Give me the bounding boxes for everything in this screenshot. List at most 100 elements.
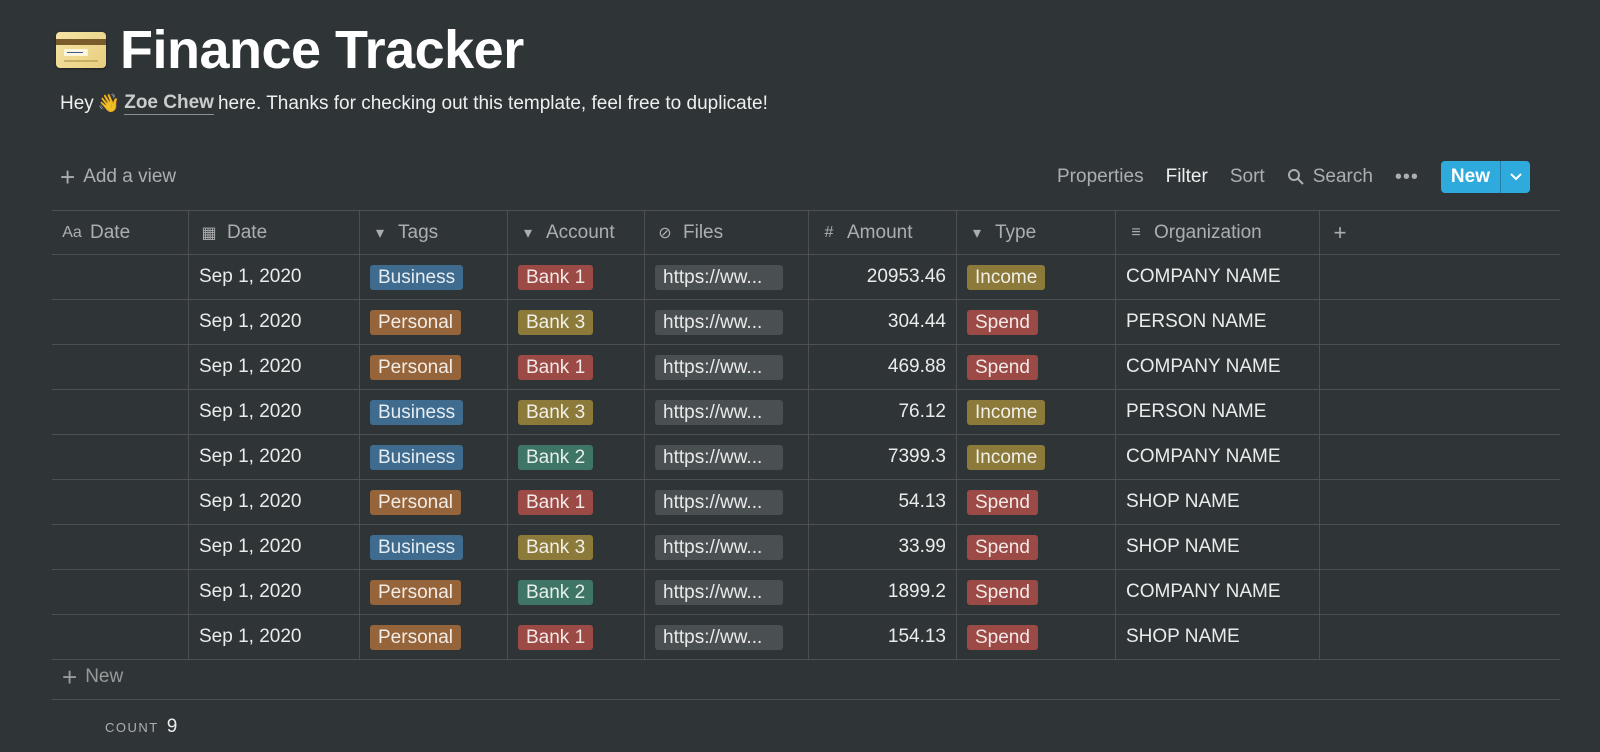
- column-header-tags[interactable]: ▾ Tags: [360, 211, 508, 254]
- filter-button[interactable]: Filter: [1165, 166, 1208, 187]
- file-cell[interactable]: https://ww...: [645, 570, 809, 614]
- account-cell[interactable]: Bank 3: [508, 390, 645, 434]
- organization-cell[interactable]: PERSON NAME: [1116, 390, 1320, 434]
- new-record-button[interactable]: New: [1440, 161, 1530, 193]
- empty-cell[interactable]: [1320, 570, 1560, 614]
- column-header-files[interactable]: ⊘ Files: [645, 211, 809, 254]
- column-header-date[interactable]: ▦ Date: [189, 211, 360, 254]
- empty-cell[interactable]: [1320, 390, 1560, 434]
- table-row[interactable]: Sep 1, 2020 Business Bank 2 https://ww... 73…: [52, 435, 1560, 480]
- name-cell[interactable]: [52, 300, 189, 344]
- type-cell[interactable]: Spend: [957, 525, 1116, 569]
- type-cell[interactable]: Spend: [957, 570, 1116, 614]
- file-cell[interactable]: https://ww...: [645, 525, 809, 569]
- sort-button[interactable]: Sort: [1229, 166, 1265, 187]
- tag-cell[interactable]: Personal: [360, 300, 508, 344]
- add-row-button[interactable]: + New: [52, 655, 1560, 700]
- name-cell[interactable]: [52, 390, 189, 434]
- name-cell[interactable]: [52, 435, 189, 479]
- date-cell[interactable]: Sep 1, 2020: [189, 390, 360, 434]
- column-header-account[interactable]: ▾ Account: [508, 211, 645, 254]
- type-cell[interactable]: Spend: [957, 300, 1116, 344]
- empty-cell[interactable]: [1320, 615, 1560, 659]
- organization-cell[interactable]: PERSON NAME: [1116, 300, 1320, 344]
- type-cell[interactable]: Spend: [957, 615, 1116, 659]
- file-cell[interactable]: https://ww...: [645, 435, 809, 479]
- organization-cell[interactable]: COMPANY NAME: [1116, 435, 1320, 479]
- account-cell[interactable]: Bank 3: [508, 300, 645, 344]
- new-button-label[interactable]: New: [1450, 166, 1490, 187]
- account-cell[interactable]: Bank 2: [508, 570, 645, 614]
- tag-cell[interactable]: Personal: [360, 480, 508, 524]
- empty-cell[interactable]: [1320, 300, 1560, 344]
- tag-cell[interactable]: Business: [360, 255, 508, 299]
- file-cell[interactable]: https://ww...: [645, 300, 809, 344]
- column-header-organization[interactable]: ≡ Organization: [1116, 211, 1320, 254]
- date-cell[interactable]: Sep 1, 2020: [189, 255, 360, 299]
- file-cell[interactable]: https://ww...: [645, 615, 809, 659]
- account-cell[interactable]: Bank 1: [508, 480, 645, 524]
- tag-cell[interactable]: Personal: [360, 345, 508, 389]
- tag-cell[interactable]: Personal: [360, 615, 508, 659]
- table-row[interactable]: Sep 1, 2020 Personal Bank 3 https://ww... 30…: [52, 300, 1560, 345]
- tag-cell[interactable]: Business: [360, 525, 508, 569]
- empty-cell[interactable]: [1320, 345, 1560, 389]
- account-cell[interactable]: Bank 3: [508, 525, 645, 569]
- amount-cell[interactable]: 20953.46: [809, 255, 957, 299]
- table-row[interactable]: Sep 1, 2020 Business Bank 3 https://ww... 76…: [52, 390, 1560, 435]
- table-row[interactable]: Sep 1, 2020 Personal Bank 2 https://ww... 18…: [52, 570, 1560, 615]
- date-cell[interactable]: Sep 1, 2020: [189, 300, 360, 344]
- add-view-button[interactable]: + Add a view: [52, 164, 176, 190]
- name-cell[interactable]: [52, 480, 189, 524]
- date-cell[interactable]: Sep 1, 2020: [189, 615, 360, 659]
- file-cell[interactable]: https://ww...: [645, 345, 809, 389]
- date-cell[interactable]: Sep 1, 2020: [189, 345, 360, 389]
- file-cell[interactable]: https://ww...: [645, 480, 809, 524]
- date-cell[interactable]: Sep 1, 2020: [189, 435, 360, 479]
- amount-cell[interactable]: 1899.2: [809, 570, 957, 614]
- user-mention[interactable]: Zoe Chew: [124, 92, 214, 115]
- table-row[interactable]: Sep 1, 2020 Business Bank 1 https://ww... 20…: [52, 255, 1560, 300]
- account-cell[interactable]: Bank 1: [508, 255, 645, 299]
- empty-cell[interactable]: [1320, 255, 1560, 299]
- account-cell[interactable]: Bank 2: [508, 435, 645, 479]
- file-cell[interactable]: https://ww...: [645, 390, 809, 434]
- amount-cell[interactable]: 469.88: [809, 345, 957, 389]
- organization-cell[interactable]: COMPANY NAME: [1116, 570, 1320, 614]
- amount-cell[interactable]: 154.13: [809, 615, 957, 659]
- organization-cell[interactable]: SHOP NAME: [1116, 525, 1320, 569]
- tag-cell[interactable]: Business: [360, 435, 508, 479]
- name-cell[interactable]: [52, 570, 189, 614]
- empty-cell[interactable]: [1320, 525, 1560, 569]
- date-cell[interactable]: Sep 1, 2020: [189, 570, 360, 614]
- credit-card-icon[interactable]: [56, 32, 106, 68]
- account-cell[interactable]: Bank 1: [508, 345, 645, 389]
- name-cell[interactable]: [52, 255, 189, 299]
- type-cell[interactable]: Income: [957, 255, 1116, 299]
- type-cell[interactable]: Income: [957, 435, 1116, 479]
- amount-cell[interactable]: 304.44: [809, 300, 957, 344]
- type-cell[interactable]: Spend: [957, 480, 1116, 524]
- organization-cell[interactable]: COMPANY NAME: [1116, 345, 1320, 389]
- properties-button[interactable]: Properties: [1057, 166, 1144, 187]
- search-button[interactable]: Search: [1287, 166, 1373, 188]
- table-row[interactable]: Sep 1, 2020 Personal Bank 1 https://ww... 46…: [52, 345, 1560, 390]
- table-row[interactable]: Sep 1, 2020 Personal Bank 1 https://ww... 54…: [52, 480, 1560, 525]
- type-cell[interactable]: Income: [957, 390, 1116, 434]
- column-header-name[interactable]: Aa Date: [52, 211, 189, 254]
- amount-cell[interactable]: 7399.3: [809, 435, 957, 479]
- amount-cell[interactable]: 33.99: [809, 525, 957, 569]
- file-cell[interactable]: https://ww...: [645, 255, 809, 299]
- chevron-down-icon[interactable]: [1500, 161, 1530, 193]
- organization-cell[interactable]: SHOP NAME: [1116, 615, 1320, 659]
- more-options-icon[interactable]: •••: [1394, 165, 1419, 188]
- empty-cell[interactable]: [1320, 480, 1560, 524]
- tag-cell[interactable]: Personal: [360, 570, 508, 614]
- name-cell[interactable]: [52, 345, 189, 389]
- name-cell[interactable]: [52, 525, 189, 569]
- name-cell[interactable]: [52, 615, 189, 659]
- account-cell[interactable]: Bank 1: [508, 615, 645, 659]
- tag-cell[interactable]: Business: [360, 390, 508, 434]
- empty-cell[interactable]: [1320, 435, 1560, 479]
- page-title[interactable]: Finance Tracker: [120, 20, 524, 80]
